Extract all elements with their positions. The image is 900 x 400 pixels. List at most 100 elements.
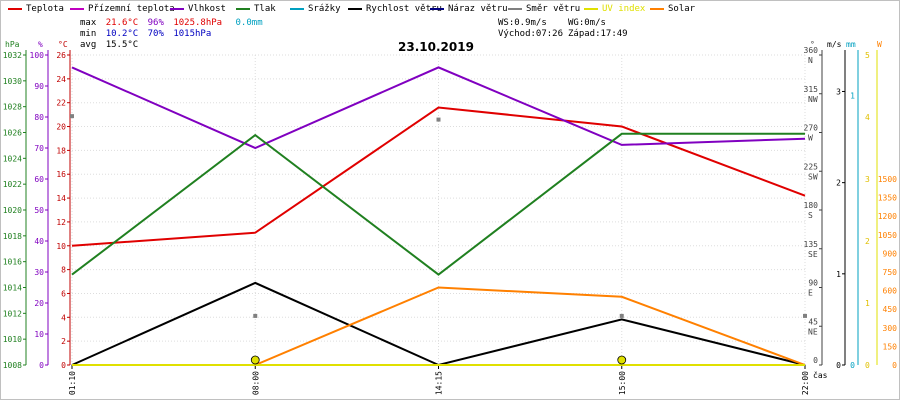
- tick-label-humidity_pct: 40: [34, 237, 44, 246]
- tick-label-temp_c: 4: [61, 313, 66, 322]
- tick-label-humidity_pct: 60: [34, 175, 44, 184]
- series-line-solar: [72, 286, 806, 366]
- tick-label-temp_c: 20: [56, 123, 66, 132]
- legend-label: Tlak: [254, 4, 276, 14]
- tick-label-wind-speed: 3: [836, 87, 841, 96]
- legend-label: Solar: [668, 4, 696, 14]
- series-line-temp_c: [71, 106, 806, 247]
- legend-label: Srážky: [308, 4, 341, 14]
- tick-label-wind-dir: 45: [808, 317, 818, 326]
- rain-total: 0.0mm: [235, 18, 263, 28]
- tick-label-uv: 5: [865, 51, 870, 60]
- legend-item: Náraz větru: [430, 2, 508, 16]
- legend-item: Tlak: [236, 2, 276, 16]
- tick-label-temp_c: 2: [61, 337, 66, 346]
- tick-label-wind-dir: 315: [804, 85, 819, 94]
- x-tick-label: 14:15: [435, 371, 444, 395]
- legend-item: Rychlost větru: [348, 2, 442, 16]
- tick-label-wind-dir: 270: [804, 124, 819, 133]
- avg-stats: avg 15.5°C: [80, 40, 138, 50]
- tick-label-wind-speed: 1: [836, 270, 841, 279]
- legend-label: Teplota: [26, 4, 64, 14]
- wind-dir-point: [436, 117, 441, 122]
- tick-label-solar: 1500: [878, 175, 897, 184]
- axis-label-humidity_pct: %: [38, 40, 43, 49]
- legend-swatch: [348, 8, 362, 10]
- legend-item: UV index: [584, 2, 645, 16]
- tick-label-solar: 750: [883, 268, 898, 277]
- tick-label-humidity_pct: 0: [39, 361, 44, 370]
- tick-label-pressure_hpa: 1022: [3, 180, 22, 189]
- legend-swatch: [650, 8, 664, 10]
- tick-label-wind-dir: 135: [804, 240, 819, 249]
- tick-label-pressure_hpa: 1012: [3, 309, 22, 318]
- uv-point: [250, 355, 260, 365]
- tick-label-temp_c: 24: [56, 75, 66, 84]
- tick-label-solar: 150: [883, 342, 898, 351]
- legend-swatch: [8, 8, 22, 10]
- axis-label-wind-speed: m/s: [827, 40, 842, 49]
- tick-label-pressure_hpa: 1020: [3, 206, 22, 215]
- tick-label-pressure_hpa: 1014: [3, 284, 22, 293]
- compass-label: S: [808, 211, 813, 220]
- legend-label: UV index: [602, 4, 646, 14]
- tick-label-wind-dir: 90: [808, 279, 818, 288]
- tick-label-rain: 0: [850, 361, 855, 370]
- tick-label-uv: 1: [865, 299, 870, 308]
- compass-label: SE: [808, 250, 818, 259]
- tick-label-humidity_pct: 10: [34, 330, 44, 339]
- legend-swatch: [584, 8, 598, 10]
- tick-label-temp_c: 16: [56, 170, 66, 179]
- tick-label-humidity_pct: 20: [34, 299, 44, 308]
- max-stats: max 21.6°C 96% 1025.8hPa 0.0mm: [80, 18, 263, 28]
- x-tick-label: 01:10: [68, 371, 77, 395]
- compass-label: W: [808, 134, 813, 143]
- tick-label-humidity_pct: 100: [30, 51, 45, 60]
- max-label: max: [80, 18, 97, 28]
- tick-label-pressure_hpa: 1008: [3, 361, 22, 370]
- tick-label-humidity_pct: 90: [34, 82, 44, 91]
- tick-label-uv: 4: [865, 113, 870, 122]
- tick-label-wind-speed: 0: [836, 361, 841, 370]
- tick-label-humidity_pct: 30: [34, 268, 44, 277]
- tick-label-uv: 0: [865, 361, 870, 370]
- tick-label-solar: 0: [892, 361, 897, 370]
- chart-title: 23.10.2019: [398, 40, 474, 54]
- tick-label-temp_c: 22: [56, 99, 66, 108]
- tick-label-solar: 600: [883, 287, 898, 296]
- legend-swatch: [290, 8, 304, 10]
- legend-swatch: [508, 8, 522, 10]
- legend-label: Přízemní teplota: [88, 4, 175, 14]
- tick-label-temp_c: 10: [56, 242, 66, 251]
- legend-label: Rychlost větru: [366, 4, 442, 14]
- tick-label-pressure_hpa: 1024: [3, 154, 22, 163]
- series-line-humidity_pct: [71, 66, 806, 150]
- compass-label: NW: [808, 95, 818, 104]
- avg-label: avg: [80, 40, 97, 50]
- tick-label-pressure_hpa: 1026: [3, 129, 22, 138]
- tick-label-temp_c: 18: [56, 146, 66, 155]
- wind-gust-info: WG:0m/s: [568, 18, 606, 28]
- min-stats: min 10.2°C 70% 1015hPa: [80, 29, 211, 39]
- tick-label-pressure_hpa: 1030: [3, 77, 22, 86]
- tick-label-wind-dir: 0: [813, 356, 818, 365]
- legend-item: Solar: [650, 2, 695, 16]
- tick-label-pressure_hpa: 1018: [3, 232, 22, 241]
- wind-dir-point: [253, 313, 258, 318]
- max-pressure: 1025.8hPa: [173, 18, 223, 28]
- min-temp: 10.2°C: [105, 29, 139, 39]
- legend-swatch: [430, 8, 444, 10]
- axis-label-rain: mm: [846, 40, 856, 49]
- tick-label-wind-dir: 225: [804, 162, 819, 171]
- tick-label-wind-dir: 360: [804, 46, 819, 55]
- x-tick-label: 22:00: [801, 371, 810, 395]
- legend-label: Náraz větru: [448, 4, 508, 14]
- tick-label-solar: 1050: [878, 231, 897, 240]
- tick-label-temp_c: 26: [56, 51, 66, 60]
- compass-label: N: [808, 56, 813, 65]
- tick-label-uv: 2: [865, 237, 870, 246]
- tick-label-temp_c: 14: [56, 194, 66, 203]
- max-temp: 21.6°C: [105, 18, 139, 28]
- tick-label-pressure_hpa: 1010: [3, 335, 22, 344]
- tick-label-wind-dir: 180: [804, 201, 819, 210]
